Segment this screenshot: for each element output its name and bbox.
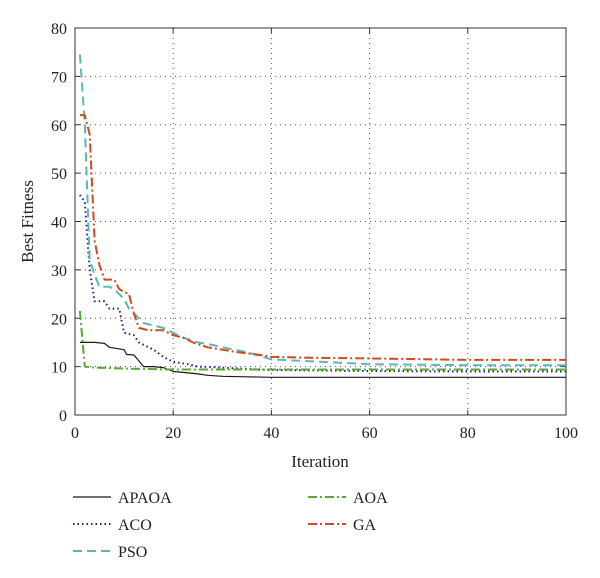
x-axis-label: Iteration xyxy=(291,452,349,471)
series-line-pso xyxy=(78,54,566,367)
y-axis-label: Best Fitness xyxy=(18,180,37,263)
x-tick-label: 60 xyxy=(362,425,378,442)
y-tick-label: 0 xyxy=(59,408,67,425)
y-tick-label: 80 xyxy=(51,21,67,38)
legend-label: ACO xyxy=(118,517,152,534)
y-tick-label: 30 xyxy=(51,263,67,280)
series-line-aco xyxy=(79,194,566,373)
grid xyxy=(75,28,566,415)
legend-item-pso: PSO xyxy=(73,544,147,561)
series-line-aoa xyxy=(78,310,566,371)
legend-item-aoa: AOA xyxy=(308,490,388,507)
legend-item-aco: ACO xyxy=(73,517,152,534)
y-tick-label: 50 xyxy=(51,166,67,183)
y-tick-label: 40 xyxy=(51,215,67,232)
legend-item-ga: GA xyxy=(308,517,377,534)
series-layer xyxy=(78,54,566,378)
y-tick-label: 70 xyxy=(51,69,67,86)
axis-ticks: 0 20 40 60 80 100 0 10 20 30 40 50 60 70 80 xyxy=(51,21,578,442)
x-tick-label: 0 xyxy=(71,425,79,442)
y-tick-label: 60 xyxy=(51,118,67,135)
legend: APAOA ACO PSO AOA GA xyxy=(73,490,388,561)
legend-label: AOA xyxy=(353,490,388,507)
x-tick-label: 100 xyxy=(554,425,578,442)
legend-label: GA xyxy=(353,517,377,534)
legend-label: PSO xyxy=(118,544,147,561)
legend-label: APAOA xyxy=(118,490,172,507)
x-tick-label: 80 xyxy=(460,425,476,442)
y-tick-label: 20 xyxy=(51,311,67,328)
x-tick-label: 20 xyxy=(165,425,181,442)
x-tick-label: 40 xyxy=(263,425,279,442)
series-line-ga xyxy=(79,114,566,361)
legend-item-apaoa: APAOA xyxy=(73,490,172,507)
y-tick-label: 10 xyxy=(51,360,67,377)
